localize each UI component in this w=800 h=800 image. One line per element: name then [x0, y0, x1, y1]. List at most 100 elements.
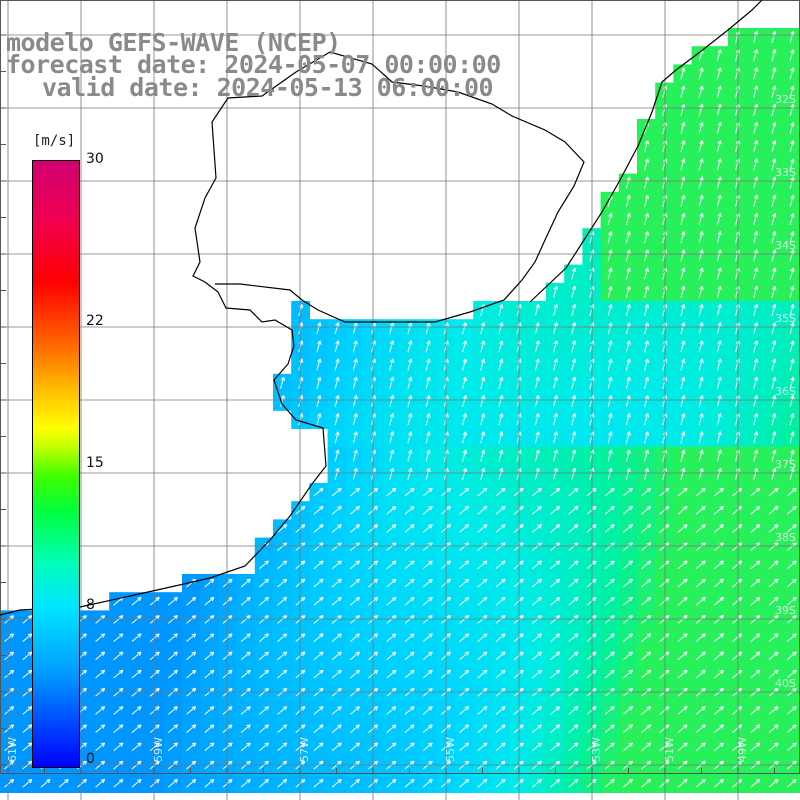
wind-arrow — [277, 560, 288, 570]
wind-arrow — [4, 742, 15, 752]
wind-arrow — [480, 413, 486, 426]
wind-arrow — [404, 524, 415, 533]
wind-arrow — [534, 358, 540, 371]
wind-arrow — [789, 413, 795, 426]
wind-arrow — [277, 669, 288, 679]
wind-arrow — [425, 394, 431, 408]
wind-arrow — [753, 394, 759, 408]
wind-arrow — [771, 358, 777, 371]
wind-arrow — [789, 358, 795, 371]
wind-arrow — [716, 358, 722, 371]
wind-arrow — [732, 560, 743, 570]
wind-arrow — [604, 633, 615, 642]
wind-arrow — [680, 176, 686, 189]
wind-arrow — [331, 633, 342, 642]
wind-arrow — [789, 340, 795, 353]
wind-arrow — [313, 505, 324, 515]
wind-arrow — [422, 724, 433, 733]
latitude-label: 32S — [775, 93, 796, 106]
wind-arrow — [698, 85, 704, 98]
wind-arrow — [753, 322, 759, 335]
wind-arrow — [625, 285, 631, 298]
wind-arrow — [789, 467, 795, 480]
wind-arrow — [349, 742, 360, 752]
wind-arrow — [732, 778, 743, 788]
wind-arrow — [459, 560, 470, 570]
wind-arrow — [568, 505, 579, 515]
wind-arrow — [131, 742, 142, 752]
wind-arrow — [113, 742, 124, 752]
wind-arrow — [753, 231, 759, 244]
wind-arrow — [659, 578, 670, 588]
wind-arrow — [680, 231, 686, 244]
wind-arrow — [732, 487, 743, 497]
wind-arrow — [131, 706, 142, 715]
wind-arrow — [459, 578, 470, 588]
wind-arrow — [786, 560, 797, 570]
wind-arrow — [240, 778, 251, 788]
wind-arrow — [550, 578, 561, 588]
wind-arrow — [789, 121, 795, 135]
wind-arrow — [607, 267, 613, 280]
wind-arrow — [422, 578, 433, 588]
wind-arrow — [716, 158, 722, 171]
wind-arrow — [771, 30, 777, 44]
wind-arrow — [768, 742, 779, 752]
wind-arrow — [698, 340, 704, 353]
wind-arrow — [695, 596, 706, 606]
wind-arrow — [334, 340, 340, 353]
wind-arrow — [277, 578, 288, 588]
wind-arrow — [553, 394, 558, 408]
wind-arrow — [768, 633, 779, 642]
wind-arrow — [771, 231, 777, 244]
wind-arrow — [313, 724, 324, 733]
wind-arrow — [677, 487, 688, 497]
wind-arrow — [644, 158, 649, 171]
wind-arrow — [477, 706, 488, 715]
wind-arrow — [495, 651, 506, 661]
wind-arrow — [386, 724, 397, 733]
wind-arrow — [334, 467, 340, 480]
wind-arrow — [622, 524, 633, 533]
longitude-label: 51W — [663, 737, 676, 762]
wind-arrow — [768, 596, 779, 606]
wind-arrow — [495, 778, 506, 788]
wind-arrow — [753, 30, 759, 44]
wind-arrow — [716, 449, 722, 462]
wind-arrow — [695, 724, 706, 733]
wind-arrow — [753, 49, 759, 62]
wind-arrow — [534, 394, 540, 408]
wind-arrow — [477, 487, 488, 497]
wind-arrow — [186, 669, 197, 679]
wind-arrow — [425, 431, 431, 444]
wind-arrow — [313, 778, 324, 788]
wind-arrow — [680, 121, 686, 135]
wind-arrow — [386, 742, 397, 752]
wind-arrow — [313, 742, 324, 752]
wind-arrow — [113, 651, 124, 661]
wind-arrow — [149, 669, 160, 679]
wind-arrow — [425, 449, 431, 462]
wind-arrow — [680, 376, 686, 389]
wind-arrow — [641, 651, 652, 661]
wind-arrow — [586, 596, 597, 606]
wind-arrow — [659, 633, 670, 642]
wind-arrow — [695, 633, 706, 642]
wind-arrow — [113, 724, 124, 733]
wind-arrow — [531, 706, 542, 715]
wind-arrow — [698, 322, 704, 335]
wind-arrow — [586, 505, 597, 515]
wind-arrow — [659, 524, 670, 533]
wind-arrow — [240, 596, 251, 606]
wind-arrow — [604, 487, 615, 497]
wind-arrow — [604, 524, 615, 533]
wind-arrow — [771, 176, 777, 189]
wind-arrow — [389, 358, 395, 371]
wind-arrow — [680, 249, 686, 262]
wind-arrow — [386, 651, 397, 661]
wind-arrow — [771, 249, 777, 262]
wind-arrow — [698, 194, 704, 207]
wind-arrow — [680, 467, 686, 480]
wind-arrow — [534, 431, 540, 444]
wind-arrow — [625, 267, 631, 280]
